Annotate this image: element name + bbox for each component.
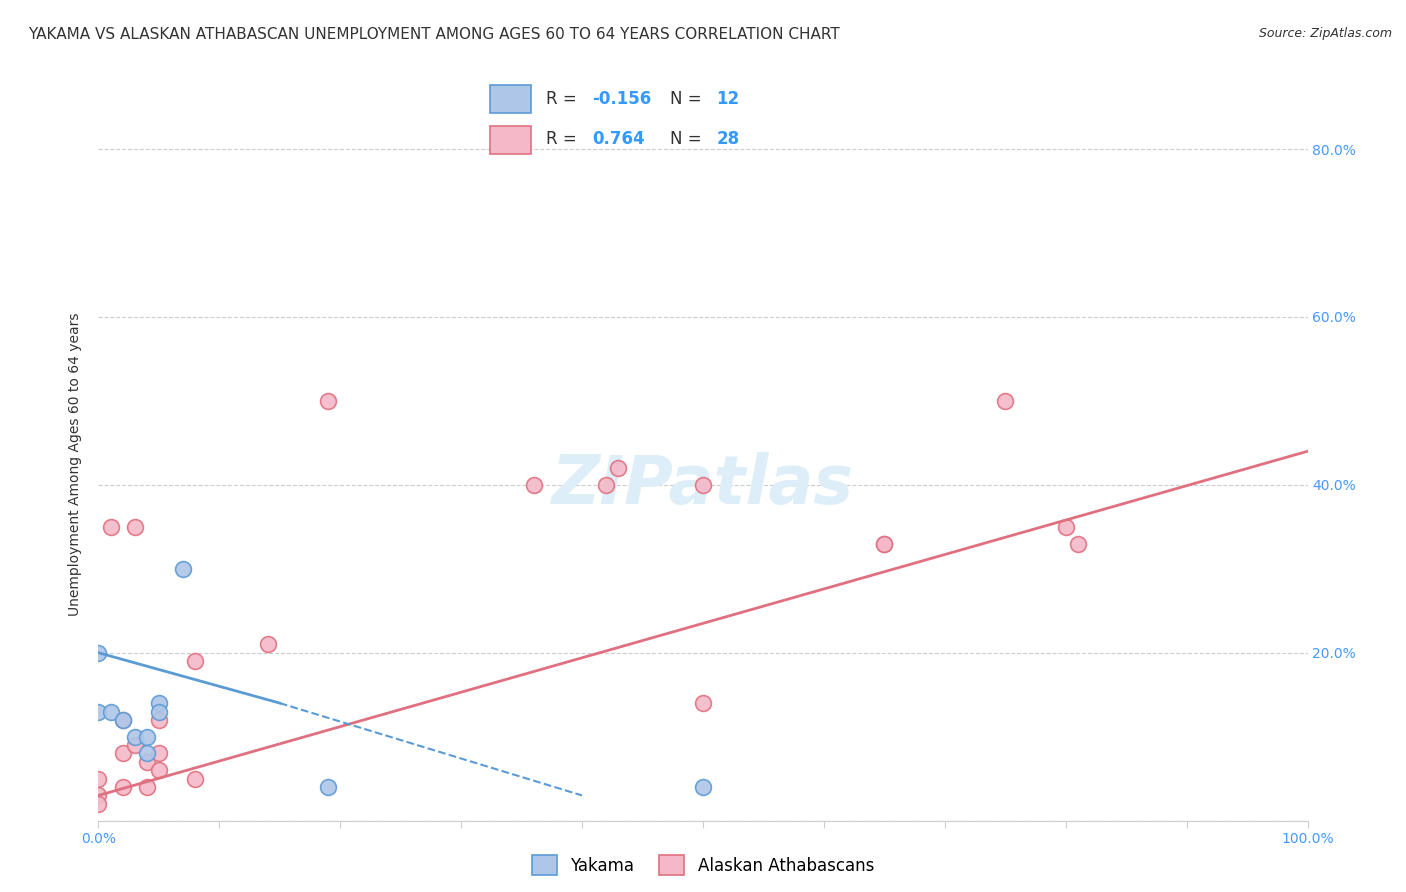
Point — [87, 646, 110, 660]
Point — [256, 637, 278, 651]
Point — [135, 780, 157, 794]
Text: ZIPatlas: ZIPatlas — [553, 452, 853, 518]
Text: YAKAMA VS ALASKAN ATHABASCAN UNEMPLOYMENT AMONG AGES 60 TO 64 YEARS CORRELATION : YAKAMA VS ALASKAN ATHABASCAN UNEMPLOYMEN… — [28, 27, 839, 42]
Text: 0.764: 0.764 — [592, 129, 645, 148]
Point — [87, 772, 110, 786]
Point — [148, 696, 170, 710]
Point — [100, 520, 122, 534]
Point — [111, 713, 134, 727]
Text: 28: 28 — [716, 129, 740, 148]
Point — [111, 713, 134, 727]
FancyBboxPatch shape — [491, 85, 530, 113]
Text: R =: R = — [546, 129, 582, 148]
Point — [124, 520, 146, 534]
Point — [316, 393, 339, 408]
Point — [172, 562, 194, 576]
Text: Source: ZipAtlas.com: Source: ZipAtlas.com — [1258, 27, 1392, 40]
Point — [87, 705, 110, 719]
Point — [184, 654, 207, 668]
Y-axis label: Unemployment Among Ages 60 to 64 years: Unemployment Among Ages 60 to 64 years — [69, 312, 83, 615]
Point — [87, 797, 110, 811]
Text: -0.156: -0.156 — [592, 89, 652, 108]
Point — [148, 705, 170, 719]
Point — [111, 780, 134, 794]
Point — [873, 536, 896, 550]
Point — [692, 696, 714, 710]
Point — [148, 764, 170, 778]
Text: 12: 12 — [716, 89, 740, 108]
Point — [1054, 520, 1077, 534]
Text: N =: N = — [669, 129, 707, 148]
Point — [1067, 536, 1090, 550]
Point — [692, 780, 714, 794]
Point — [87, 789, 110, 803]
Point — [316, 780, 339, 794]
Point — [692, 478, 714, 492]
Point — [135, 755, 157, 769]
Point — [595, 478, 617, 492]
Text: N =: N = — [669, 89, 707, 108]
Point — [124, 738, 146, 752]
FancyBboxPatch shape — [491, 126, 530, 154]
Point — [523, 478, 546, 492]
Point — [148, 713, 170, 727]
Point — [135, 747, 157, 761]
Point — [994, 393, 1017, 408]
Point — [184, 772, 207, 786]
Point — [111, 747, 134, 761]
Point — [124, 730, 146, 744]
Text: R =: R = — [546, 89, 582, 108]
Point — [100, 705, 122, 719]
Point — [148, 747, 170, 761]
Point — [135, 730, 157, 744]
Point — [607, 461, 630, 475]
Legend: Yakama, Alaskan Athabascans: Yakama, Alaskan Athabascans — [523, 847, 883, 884]
Point — [873, 536, 896, 550]
